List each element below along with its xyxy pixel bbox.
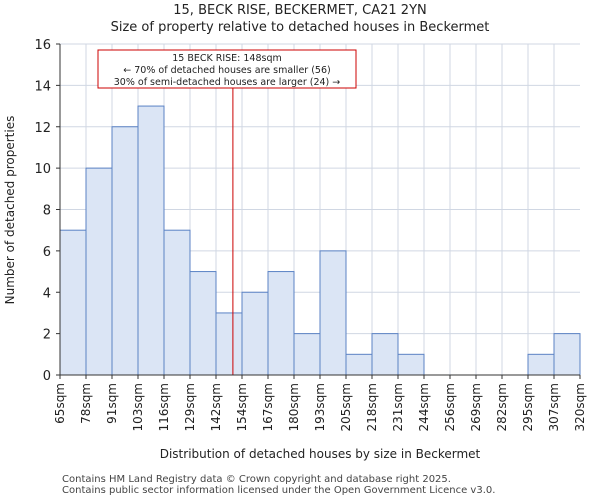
x-tick-label: 269sqm [469,383,483,431]
chart-title: 15, BECK RISE, BECKERMET, CA21 2YN [173,3,427,18]
x-tick-label: 256sqm [443,383,457,431]
property-annotation: 15 BECK RISE: 148sqm ← 70% of detached h… [97,49,357,89]
x-axis-label: Distribution of detached houses by size … [160,447,481,461]
bar [397,353,425,376]
x-tick-label: 193sqm [313,383,327,431]
x-tick-label: 91sqm [105,383,119,424]
x-tick-label: 320sqm [573,383,587,431]
y-tick-label: 6 [43,245,51,260]
bar [137,105,165,376]
y-tick-label: 10 [34,162,51,177]
y-tick-label: 16 [34,38,51,53]
y-tick-label: 2 [43,328,51,343]
annotation-label: 15 BECK RISE: 148sqm [172,53,282,64]
bar [241,291,269,376]
x-tick-label: 65sqm [53,383,67,424]
bar [189,271,217,376]
x-tick-label: 167sqm [261,383,275,431]
annotation-smaller-text: ← 70% of detached houses are smaller (56… [123,65,330,76]
footer-copyright: Contains HM Land Registry data © Crown c… [62,474,451,485]
x-tick-label: 116sqm [157,383,171,431]
x-tick-label: 129sqm [183,383,197,431]
bar [59,229,87,376]
y-tick-label: 0 [43,369,51,384]
y-tick-label: 4 [43,286,51,301]
bar [267,271,295,376]
x-tick-label: 205sqm [339,383,353,431]
footer-licence: Contains public sector information licen… [62,485,496,496]
x-tick-label: 142sqm [209,383,223,431]
bar [163,229,191,376]
y-tick-label: 8 [43,204,51,219]
x-tick-label: 307sqm [547,383,561,431]
x-tick-label: 180sqm [287,383,301,431]
y-tick-label: 14 [34,79,51,94]
x-tick-label: 78sqm [79,383,93,424]
x-tick-label: 103sqm [131,383,145,431]
chart-subtitle: Size of property relative to detached ho… [110,20,490,35]
bar [293,333,321,376]
x-tick-label: 282sqm [495,383,509,431]
x-tick-label: 154sqm [235,383,249,431]
y-tick-label: 12 [34,121,51,136]
bar [527,353,555,376]
x-tick-label: 218sqm [365,383,379,431]
bar [371,333,399,376]
x-tick-labels: 65sqm 78sqm 91sqm 103sqm 116sqm 129sqm 142sqm 1… [53,375,587,431]
bar [215,312,243,376]
x-tick-label: 295sqm [521,383,535,431]
annotation-box [97,49,357,89]
x-tick-label: 231sqm [391,383,405,431]
bar [85,167,113,376]
bar-chart: 15 BECK RISE: 148sqm ← 70% of detached h… [3,38,587,461]
bar [319,250,347,376]
annotation-larger-text: 30% of semi-detached houses are larger (… [114,77,341,88]
bar [111,126,139,376]
bar [345,353,373,376]
y-tick-labels: 0 2 4 6 8 10 12 14 16 [34,38,60,384]
bar [553,333,581,376]
bars [59,105,581,376]
y-axis-label: Number of detached properties [3,116,17,305]
x-tick-label: 244sqm [417,383,431,431]
